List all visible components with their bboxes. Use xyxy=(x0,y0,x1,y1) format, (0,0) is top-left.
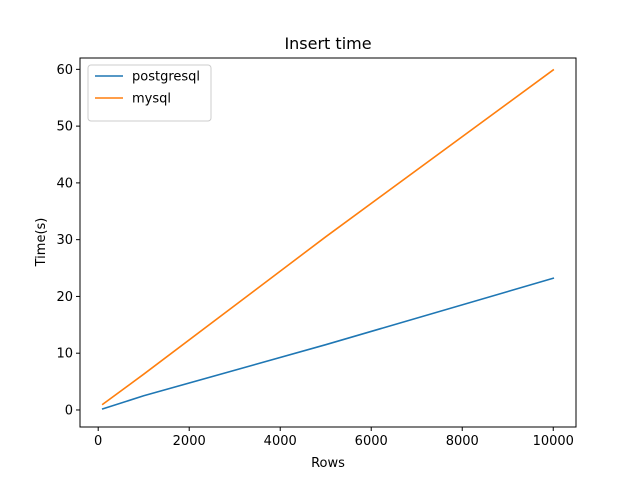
y-tick-label: 10 xyxy=(56,347,73,362)
legend: postgresql mysql xyxy=(87,64,212,122)
series-lines xyxy=(101,68,555,410)
series-line-postgresql xyxy=(101,277,555,410)
plot-area xyxy=(79,57,577,428)
y-tick-label: 40 xyxy=(56,176,73,191)
legend-label-postgresql: postgresql xyxy=(132,70,200,85)
y-axis-label: Time(s) xyxy=(34,218,49,268)
x-tick-label: 4000 xyxy=(264,434,297,449)
y-tick-label: 60 xyxy=(56,63,73,78)
x-axis-ticks: 0 2000 4000 6000 8000 10000 xyxy=(94,427,574,449)
x-axis-label: Rows xyxy=(311,456,345,471)
y-tick-label: 0 xyxy=(65,403,73,418)
y-tick-label: 50 xyxy=(56,120,73,135)
legend-label-mysql: mysql xyxy=(132,92,171,107)
plot-frame xyxy=(79,57,577,428)
chart-title: Insert time xyxy=(284,34,371,53)
x-tick-label: 6000 xyxy=(355,434,388,449)
x-tick-label: 10000 xyxy=(533,434,574,449)
y-axis-ticks: 0 10 20 30 40 50 60 xyxy=(56,63,80,418)
y-tick-label: 30 xyxy=(56,233,73,248)
legend-box xyxy=(87,64,212,122)
x-tick-label: 2000 xyxy=(173,434,206,449)
x-tick-label: 0 xyxy=(94,434,102,449)
x-tick-label: 8000 xyxy=(446,434,479,449)
y-tick-label: 20 xyxy=(56,290,73,305)
series-line-mysql xyxy=(101,68,555,406)
